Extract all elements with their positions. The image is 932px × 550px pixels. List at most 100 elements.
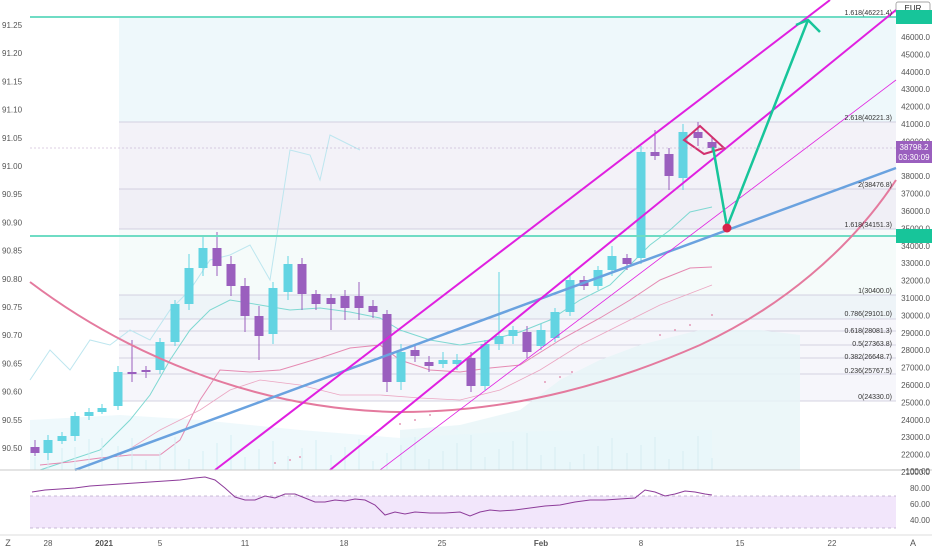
projection-arrowhead: [795, 18, 821, 33]
left-axis-tick: 91.00: [2, 162, 23, 171]
fib-label: 1.618(46221.4): [845, 10, 892, 17]
fib-zone-b: [119, 189, 896, 229]
fib-label: 1.618(34151.3): [845, 222, 892, 229]
candle-body: [438, 360, 448, 364]
channel-upper[interactable]: [214, 0, 831, 471]
candle-body: [155, 342, 165, 370]
candle-body: [311, 294, 321, 304]
right-axis-tick: 37000.0: [901, 190, 930, 199]
price-tag: [896, 141, 932, 163]
candle-body: [254, 316, 264, 336]
rsi-axis-tick: 100.00: [906, 467, 931, 476]
fib-label: 0.236(25767.5): [845, 368, 892, 375]
target-point[interactable]: [722, 223, 732, 233]
right-axis-tick: 42000.0: [901, 103, 930, 112]
currency-label: EUR: [905, 4, 922, 13]
fib-label: 2(38476.8): [858, 182, 892, 189]
candle-body: [622, 258, 632, 264]
channel-lower[interactable]: [379, 79, 897, 471]
left-axis: 91.25 91.20 91.15 91.10 91.05 91.00 90.95 90.90…: [2, 21, 23, 453]
candle-body: [424, 362, 434, 366]
sar-dots: [274, 314, 713, 464]
candle-body: [508, 330, 518, 336]
left-axis-tick: 91.15: [2, 77, 23, 86]
candle-body: [326, 298, 336, 304]
candle-body: [466, 358, 476, 386]
rsi-axis-tick: 40.00: [910, 516, 931, 525]
right-axis-bg: [896, 0, 932, 535]
right-axis-tick: 26000.0: [901, 381, 930, 390]
candle-body: [297, 264, 307, 294]
candle-body: [678, 132, 688, 178]
right-axis-tick: 21000.0: [901, 468, 930, 477]
price-tag-value: 38798.2: [900, 143, 929, 152]
rsi-axis-tick: 80.00: [910, 484, 931, 493]
candle-body: [396, 352, 406, 382]
left-axis-tick: 90.70: [2, 331, 23, 340]
candle-body: [84, 412, 94, 416]
right-axis-tick: 29000.0: [901, 329, 930, 338]
time-axis-tick: 2021: [95, 539, 113, 548]
ma-pink-2: [119, 284, 713, 456]
candle-body: [693, 132, 703, 138]
time-axis-tick: 11: [241, 539, 250, 548]
fib-label: 1(30400.0): [858, 288, 892, 295]
candle-body: [607, 256, 617, 270]
channel-mid[interactable]: [329, 9, 897, 471]
right-axis-tick: 32000.0: [901, 277, 930, 286]
right-axis-tick: 38000.0: [901, 172, 930, 181]
fib-label: 0(24330.0): [858, 394, 892, 401]
left-axis-tick: 90.65: [2, 359, 23, 368]
rsi-band: [30, 496, 896, 528]
left-axis-tick: 90.85: [2, 247, 23, 256]
fib-label: 2.618(40221.3): [845, 115, 892, 122]
trend-line-blue: [74, 166, 897, 472]
time-axis-tick: 15: [736, 539, 745, 548]
right-axis-tick: 27000.0: [901, 364, 930, 373]
candle-body: [141, 370, 151, 372]
candle-body: [340, 296, 350, 308]
ma-pink: [39, 266, 713, 466]
left-axis-tick: 90.55: [2, 416, 23, 425]
time-axis-tick: 25: [438, 539, 447, 548]
right-axis-tick: 31000.0: [901, 294, 930, 303]
right-axis-tick: 25000.0: [901, 398, 930, 407]
candle-body: [565, 280, 575, 312]
time-axis: 28 2021 5 11 18 25 Feb 8 15 22: [44, 539, 837, 548]
candle-body: [283, 264, 293, 292]
left-axis-tick: 90.60: [2, 388, 23, 397]
candle-body: [480, 344, 490, 386]
time-axis-tick: Feb: [534, 539, 548, 548]
left-axis-tick: 90.90: [2, 218, 23, 227]
candle-body: [184, 268, 194, 304]
candle-body: [536, 330, 546, 346]
candle-body: [410, 350, 420, 356]
right-axis-tick: 45000.0: [901, 50, 930, 59]
candle-body: [382, 314, 392, 382]
right-axis-tick: 33000.0: [901, 259, 930, 268]
candle-body: [70, 416, 80, 436]
candle-body: [226, 264, 236, 286]
right-axis-tick: 28000.0: [901, 346, 930, 355]
ma-cyan: [39, 206, 713, 471]
left-axis-tick: 90.95: [2, 190, 23, 199]
candle-body: [354, 296, 364, 308]
right-axis-tick: 36000.0: [901, 207, 930, 216]
left-axis-tick: 90.80: [2, 275, 23, 284]
right-axis-tick: 24000.0: [901, 416, 930, 425]
fib-label: 0.786(29101.0): [845, 311, 892, 318]
auto-scale-button[interactable]: A: [910, 538, 916, 548]
candle-body: [268, 288, 278, 334]
right-axis-tick: 43000.0: [901, 85, 930, 94]
right-axis-tick: 44000.0: [901, 68, 930, 77]
top-tag: [896, 10, 932, 24]
rsi-line: [31, 476, 713, 517]
left-axis-tick: 90.50: [2, 444, 23, 453]
right-axis[interactable]: 46000.0 45000.0 44000.0 43000.0 42000.0 41000…: [901, 33, 930, 477]
price-tag-countdown: 03:30:09: [898, 153, 930, 162]
candle-body: [452, 360, 462, 364]
left-axis-tick: 91.05: [2, 134, 23, 143]
timezone-button[interactable]: Z: [5, 538, 11, 548]
rsi-axis-tick: 60.00: [910, 500, 931, 509]
